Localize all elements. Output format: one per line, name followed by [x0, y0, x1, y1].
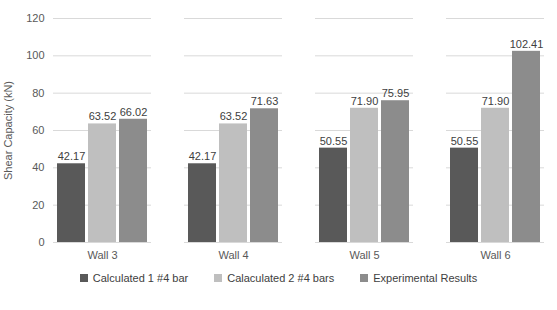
- svg-text:42.17: 42.17: [189, 150, 217, 162]
- svg-text:Wall 6: Wall 6: [480, 249, 510, 261]
- svg-text:50.55: 50.55: [451, 135, 479, 147]
- svg-text:71.90: 71.90: [482, 95, 510, 107]
- svg-text:Wall 5: Wall 5: [349, 249, 379, 261]
- svg-text:Wall 3: Wall 3: [87, 249, 117, 261]
- svg-text:0: 0: [38, 236, 44, 248]
- html-text:Calaculated 2 #4 bars: Calaculated 2 #4 bars: [227, 272, 335, 284]
- svg-text:20: 20: [32, 199, 44, 211]
- svg-text:66.02: 66.02: [120, 106, 148, 118]
- svg-text:100: 100: [26, 49, 44, 61]
- svg-text:Wall 4: Wall 4: [218, 249, 248, 261]
- html-text:Calculated 1 #4 bar: Calculated 1 #4 bar: [92, 272, 189, 284]
- svg-text:75.95: 75.95: [382, 87, 410, 99]
- html-text:Experimental Results: Experimental Results: [373, 272, 478, 284]
- svg-text:40: 40: [32, 161, 44, 173]
- svg-text:63.52: 63.52: [220, 110, 248, 122]
- svg-text:63.52: 63.52: [89, 110, 117, 122]
- svg-text:42.17: 42.17: [58, 150, 86, 162]
- svg-text:80: 80: [32, 87, 44, 99]
- svg-text:71.90: 71.90: [351, 95, 379, 107]
- svg-text:60: 60: [32, 124, 44, 136]
- svg-text:50.55: 50.55: [320, 135, 348, 147]
- svg-text:102.41: 102.41: [510, 38, 544, 50]
- svg-text:71.63: 71.63: [251, 95, 279, 107]
- svg-text:120: 120: [26, 12, 44, 24]
- svg-text:Shear Capacity (kN): Shear Capacity (kN): [2, 81, 14, 180]
